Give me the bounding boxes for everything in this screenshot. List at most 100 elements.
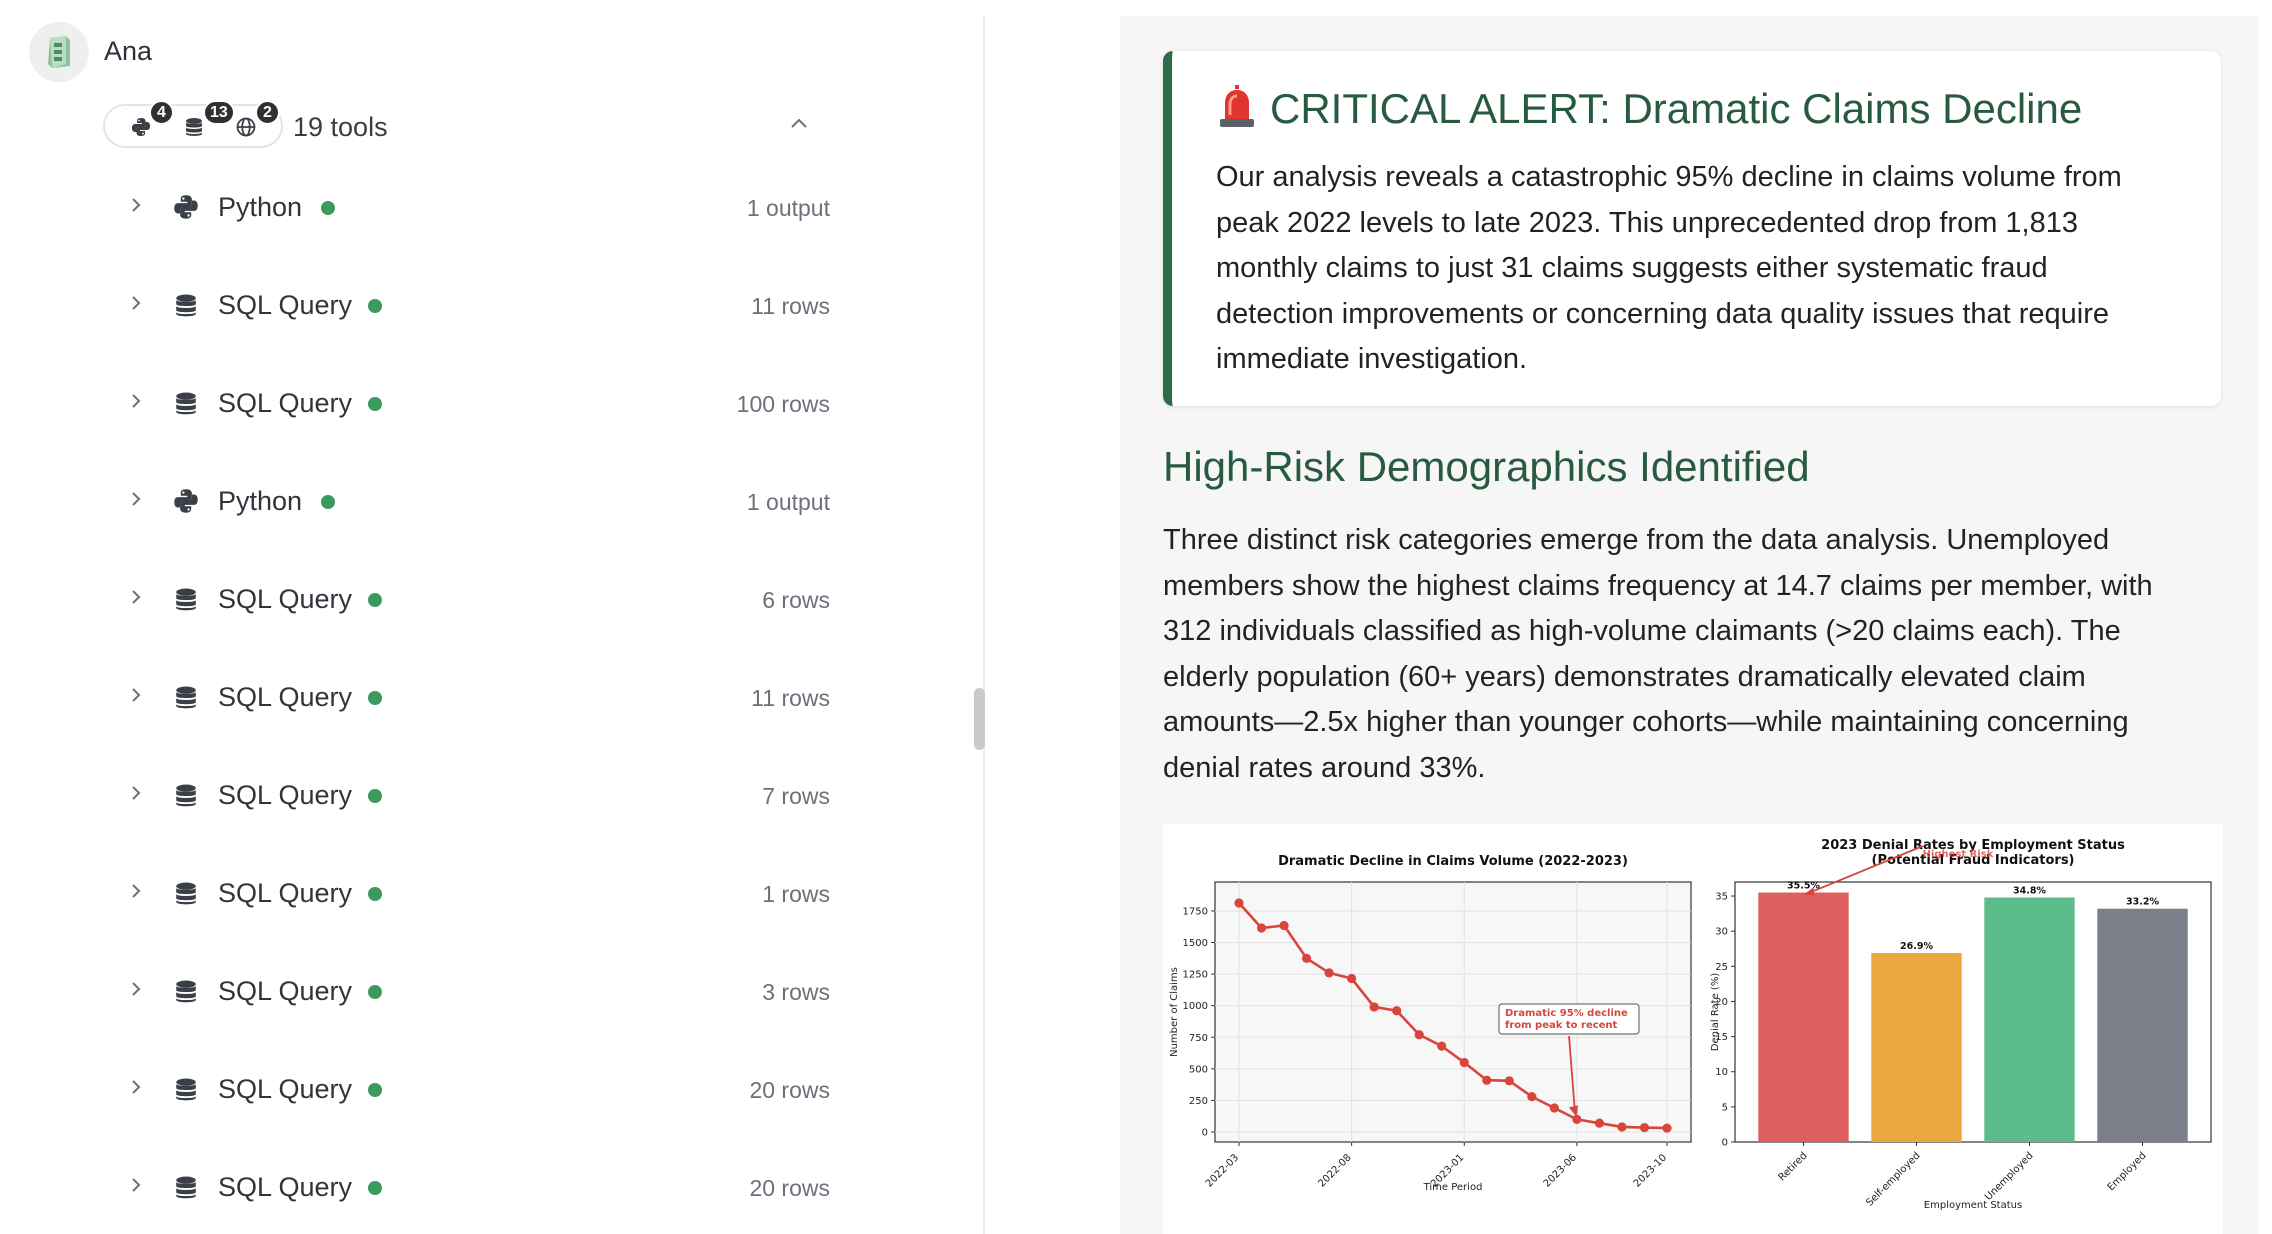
tool-name: Python	[218, 486, 303, 516]
y-tick-label: 1000	[1183, 1001, 1208, 1012]
tool-output-meta: 6 rows	[762, 587, 830, 613]
tool-activity-panel: Ana 4 13 2 19 tools Python 1 output SQL Qu…	[0, 0, 983, 1234]
tool-name: SQL Query	[218, 878, 353, 908]
tool-output-meta: 100 rows	[736, 391, 830, 417]
tool-name: SQL Query	[218, 290, 353, 320]
tool-name: SQL Query	[218, 388, 353, 418]
chevron-right-icon[interactable]	[130, 294, 142, 317]
claims-point	[1437, 1041, 1447, 1051]
database-icon	[172, 781, 200, 809]
tool-run-row[interactable]: SQL Query 7 rows	[120, 766, 830, 826]
chevron-right-icon[interactable]	[130, 686, 142, 709]
tool-run-row[interactable]: SQL Query 100 rows	[120, 374, 830, 434]
tool-run-row[interactable]: SQL Query 1 rows	[120, 864, 830, 924]
claims-point	[1572, 1114, 1582, 1124]
chevron-right-icon[interactable]	[130, 882, 142, 905]
tool-output-meta: 1 output	[746, 195, 830, 221]
claims-point	[1617, 1122, 1627, 1132]
bar-self-employed	[1871, 952, 1962, 1142]
tool-output-meta: 1 rows	[762, 881, 830, 907]
claims-point	[1301, 953, 1312, 963]
python-icon	[130, 116, 152, 138]
tool-run-row[interactable]: SQL Query 3 rows	[120, 962, 830, 1022]
claims-point	[1459, 1057, 1469, 1068]
claims-point	[1527, 1092, 1537, 1102]
siren-icon	[1220, 85, 1254, 127]
alert-line: peak 2022 levels to late 2023. This unpr…	[1216, 206, 2078, 239]
paragraph-line: 312 individuals classified as high-volum…	[1163, 615, 2121, 647]
y-tick-label: 1500	[1183, 938, 1208, 949]
claims-point	[1369, 1002, 1379, 1012]
y-tick-label: 20	[1715, 997, 1728, 1008]
alert-line: monthly claims to just 31 claims suggest…	[1216, 252, 2048, 284]
tools-summary-pill[interactable]: 4 13 2	[103, 100, 283, 148]
paragraph-line: elderly population (60+ years) demonstra…	[1163, 660, 2086, 693]
y-axis-label: Number of Claims	[1169, 967, 1180, 1057]
database-icon	[183, 116, 205, 138]
claims-point	[1594, 1118, 1605, 1128]
tool-name: SQL Query	[218, 1172, 353, 1202]
paragraph-line: Three distinct risk categories emerge fr…	[1163, 524, 2110, 556]
annotation-arrow	[1568, 1035, 1576, 1112]
bot-avatar-icon	[48, 36, 70, 68]
annotation-box	[1498, 1003, 1640, 1035]
x-axis-label: Employment Status	[1924, 1200, 2022, 1211]
bar-annotation-arrowhead	[1803, 887, 1815, 896]
chevron-right-icon[interactable]	[130, 1176, 142, 1199]
status-dot	[368, 299, 382, 313]
chevron-right-icon[interactable]	[130, 588, 142, 611]
database-icon	[172, 1173, 200, 1201]
annotation-text: Dramatic 95% decline	[1505, 1008, 1628, 1019]
tool-run-row[interactable]: Python 1 output	[120, 178, 830, 238]
tool-run-row[interactable]: SQL Query 6 rows	[120, 570, 830, 630]
chevron-right-icon[interactable]	[130, 196, 142, 219]
bar-annotation-arrow	[1807, 845, 1924, 895]
tool-run-row[interactable]: SQL Query 20 rows	[120, 1060, 830, 1120]
status-dot	[321, 495, 335, 509]
sql-count-badge: 13	[203, 100, 235, 125]
database-icon	[172, 291, 200, 319]
tool-name: SQL Query	[218, 976, 353, 1006]
chevron-right-icon[interactable]	[130, 490, 142, 513]
scrollbar-thumb[interactable]	[974, 688, 985, 750]
tool-output-meta: 11 rows	[751, 685, 830, 711]
status-dot	[368, 397, 382, 411]
y-tick-label: 250	[1189, 1096, 1208, 1107]
avatar[interactable]	[29, 22, 89, 82]
chevron-right-icon[interactable]	[130, 980, 142, 1003]
tool-run-row[interactable]: Python 1 output	[120, 472, 830, 532]
database-icon	[172, 389, 200, 417]
y-tick-label: 500	[1189, 1064, 1208, 1075]
tool-name: Python	[218, 192, 303, 222]
chevron-right-icon[interactable]	[130, 784, 142, 807]
claims-point	[1234, 898, 1244, 908]
status-dot	[368, 985, 382, 999]
report-panel: CRITICAL ALERT: Dramatic Claims Decline …	[1120, 16, 2258, 1234]
chevron-right-icon[interactable]	[130, 392, 142, 415]
tool-output-meta: 7 rows	[762, 783, 830, 809]
database-icon	[172, 879, 200, 907]
alert-line: detection improvements or concerning dat…	[1216, 297, 2110, 330]
tool-run-row[interactable]: SQL Query 11 rows	[120, 668, 830, 728]
claims-point	[1482, 1075, 1492, 1085]
critical-alert-callout: CRITICAL ALERT: Dramatic Claims Decline …	[1163, 51, 2221, 406]
claims-analysis-figure: Dramatic Decline in Claims Volume (2022-…	[1163, 824, 2223, 1234]
tool-run-row[interactable]: SQL Query 20 rows	[120, 1158, 830, 1218]
tool-name: SQL Query	[218, 584, 353, 614]
tool-output-meta: 20 rows	[749, 1077, 830, 1103]
claims-point	[1662, 1123, 1672, 1133]
claims-point	[1549, 1103, 1559, 1113]
y-tick-label: 35	[1715, 892, 1728, 903]
tool-name: SQL Query	[218, 682, 353, 712]
database-icon	[172, 585, 200, 613]
claims-point	[1279, 920, 1289, 931]
paragraph-line: members show the highest claims frequenc…	[1163, 569, 2153, 602]
status-dot	[321, 201, 335, 215]
panel-divider[interactable]	[983, 16, 985, 1234]
chevron-up-icon[interactable]	[790, 116, 808, 134]
claims-point	[1639, 1122, 1650, 1133]
tool-output-meta: 1 output	[746, 489, 830, 515]
chevron-right-icon[interactable]	[130, 1078, 142, 1101]
section-heading: High-Risk Demographics Identified	[1163, 443, 1810, 490]
tool-run-row[interactable]: SQL Query 11 rows	[120, 276, 830, 336]
